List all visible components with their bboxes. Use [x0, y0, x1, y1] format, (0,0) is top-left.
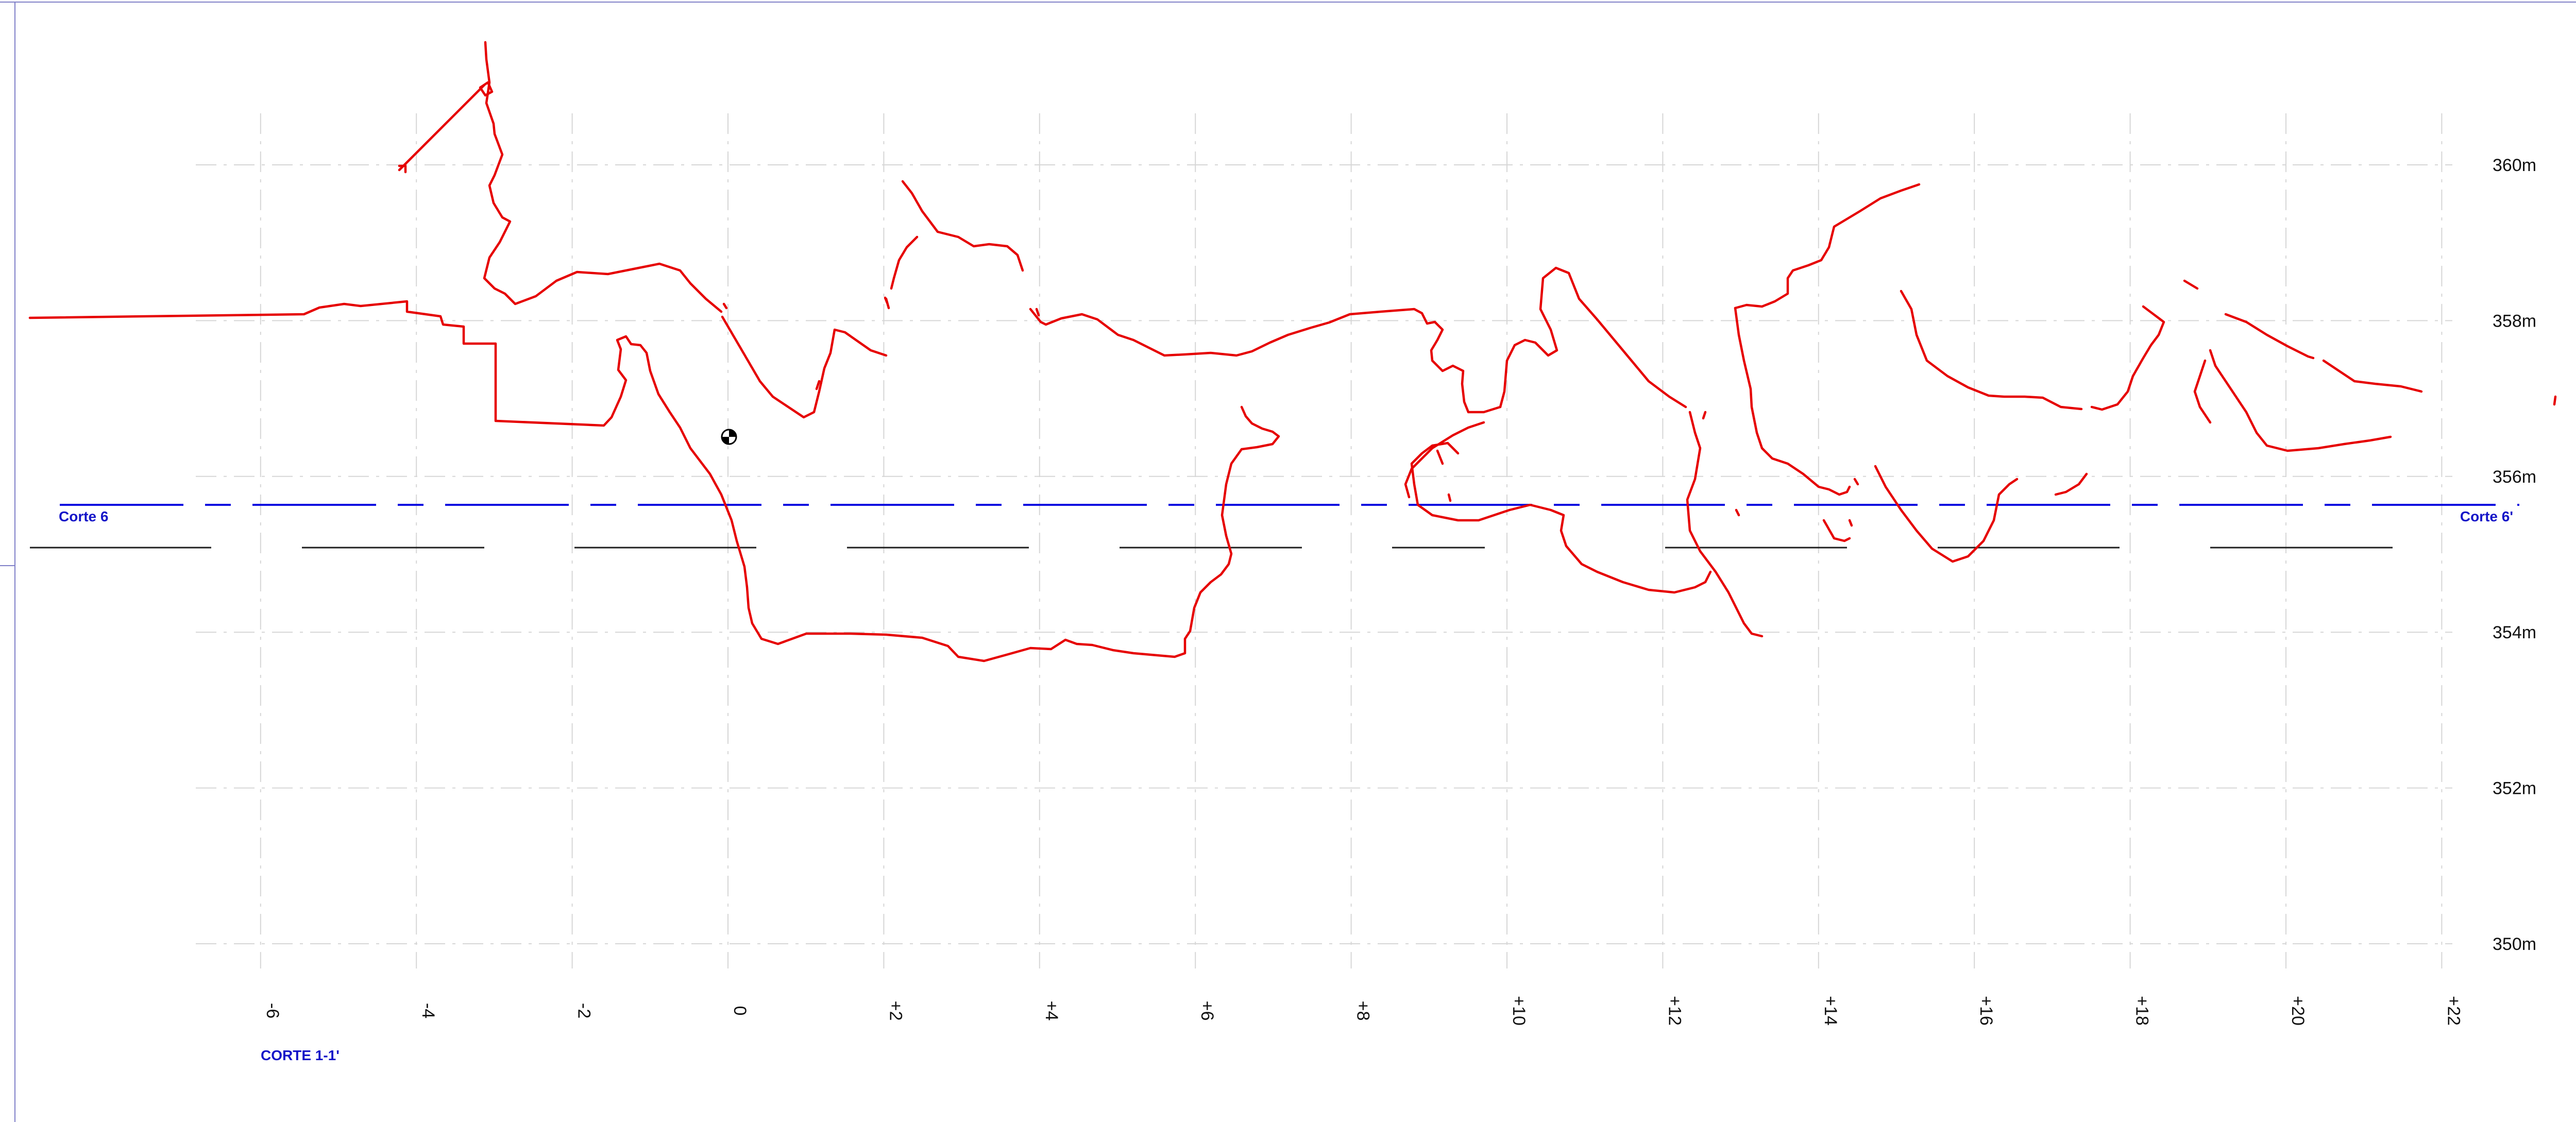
elevation-axis: 360m 358m 356m 354m 352m 350m	[2493, 156, 2536, 954]
offset-tick-label: +10	[1509, 996, 1529, 1026]
offset-tick-label: +16	[1976, 996, 1996, 1026]
profile-line-right-curve	[1734, 307, 1851, 496]
profile-line-dots	[722, 279, 2557, 527]
offset-tick-label: +8	[1353, 1001, 1373, 1021]
profile-line-right-upper	[1734, 242, 1832, 310]
profile-line-stair-end	[398, 164, 407, 174]
cut-line-start-label: Corte 6	[59, 508, 108, 524]
offset-tick-label: +6	[1197, 1001, 1217, 1021]
elevation-tick-label: 360m	[2493, 156, 2536, 175]
offset-tick-label: +14	[1821, 996, 1840, 1026]
profile-line-stair	[398, 81, 494, 172]
section-profile	[28, 41, 2557, 662]
profile-line-far-right-3	[2209, 349, 2392, 452]
profile-line-center-dip	[721, 315, 888, 419]
elevation-tick-label: 350m	[2493, 934, 2536, 954]
profile-line-far-right-4	[2193, 359, 2212, 424]
profile-line-right-lower	[1822, 519, 1851, 542]
offset-tick-label: -2	[574, 1003, 594, 1018]
profile-line-right-ridge	[1686, 411, 1764, 638]
profile-line-right-valley	[1900, 290, 2083, 411]
elevation-tick-label: 352m	[2493, 779, 2536, 798]
offset-tick-label: +4	[1042, 1001, 1061, 1021]
offset-tick-label: -4	[418, 1003, 438, 1018]
profile-line-right-bowl	[1874, 465, 2019, 563]
profile-line-far-right-5	[2054, 472, 2088, 496]
profile-line-right-top	[1828, 183, 1921, 245]
offset-grid	[260, 113, 2443, 968]
offset-tick-label: +12	[1665, 996, 1684, 1026]
profile-line-main	[28, 300, 1280, 662]
profile-line-far-right-2	[2224, 313, 2423, 393]
survey-target-icon	[721, 429, 737, 445]
elevation-tick-label: 356m	[2493, 467, 2536, 487]
offset-tick-label: +18	[2132, 996, 2152, 1026]
offset-tick-label: +22	[2444, 996, 2463, 1026]
offset-tick-label: +20	[2288, 996, 2308, 1026]
elevation-grid	[196, 164, 2452, 944]
offset-tick-label: -6	[263, 1003, 282, 1018]
profile-line-mid	[1029, 308, 1502, 414]
elevation-tick-label: 358m	[2493, 311, 2536, 331]
cut-line-end-label: Corte 6'	[2460, 508, 2513, 524]
offset-tick-label: +2	[886, 1001, 905, 1021]
profile-line-center-peak	[901, 180, 1024, 272]
profile-line-upper-left	[483, 41, 723, 313]
profile-line-far-right	[2090, 305, 2165, 411]
elevation-tick-label: 354m	[2493, 623, 2536, 642]
section-title: CORTE 1-1'	[261, 1047, 340, 1063]
profile-line-mid-drop	[1404, 421, 1485, 499]
profile-line-mid-loop	[1499, 266, 1687, 409]
offset-tick-label: 0	[730, 1006, 750, 1016]
profile-line-mid-lower	[1410, 441, 1712, 594]
offset-axis: -6 -4 -2 0 +2 +4 +6 +8 +10 +12 +14 +16 +18 +20 +22	[263, 996, 2464, 1026]
